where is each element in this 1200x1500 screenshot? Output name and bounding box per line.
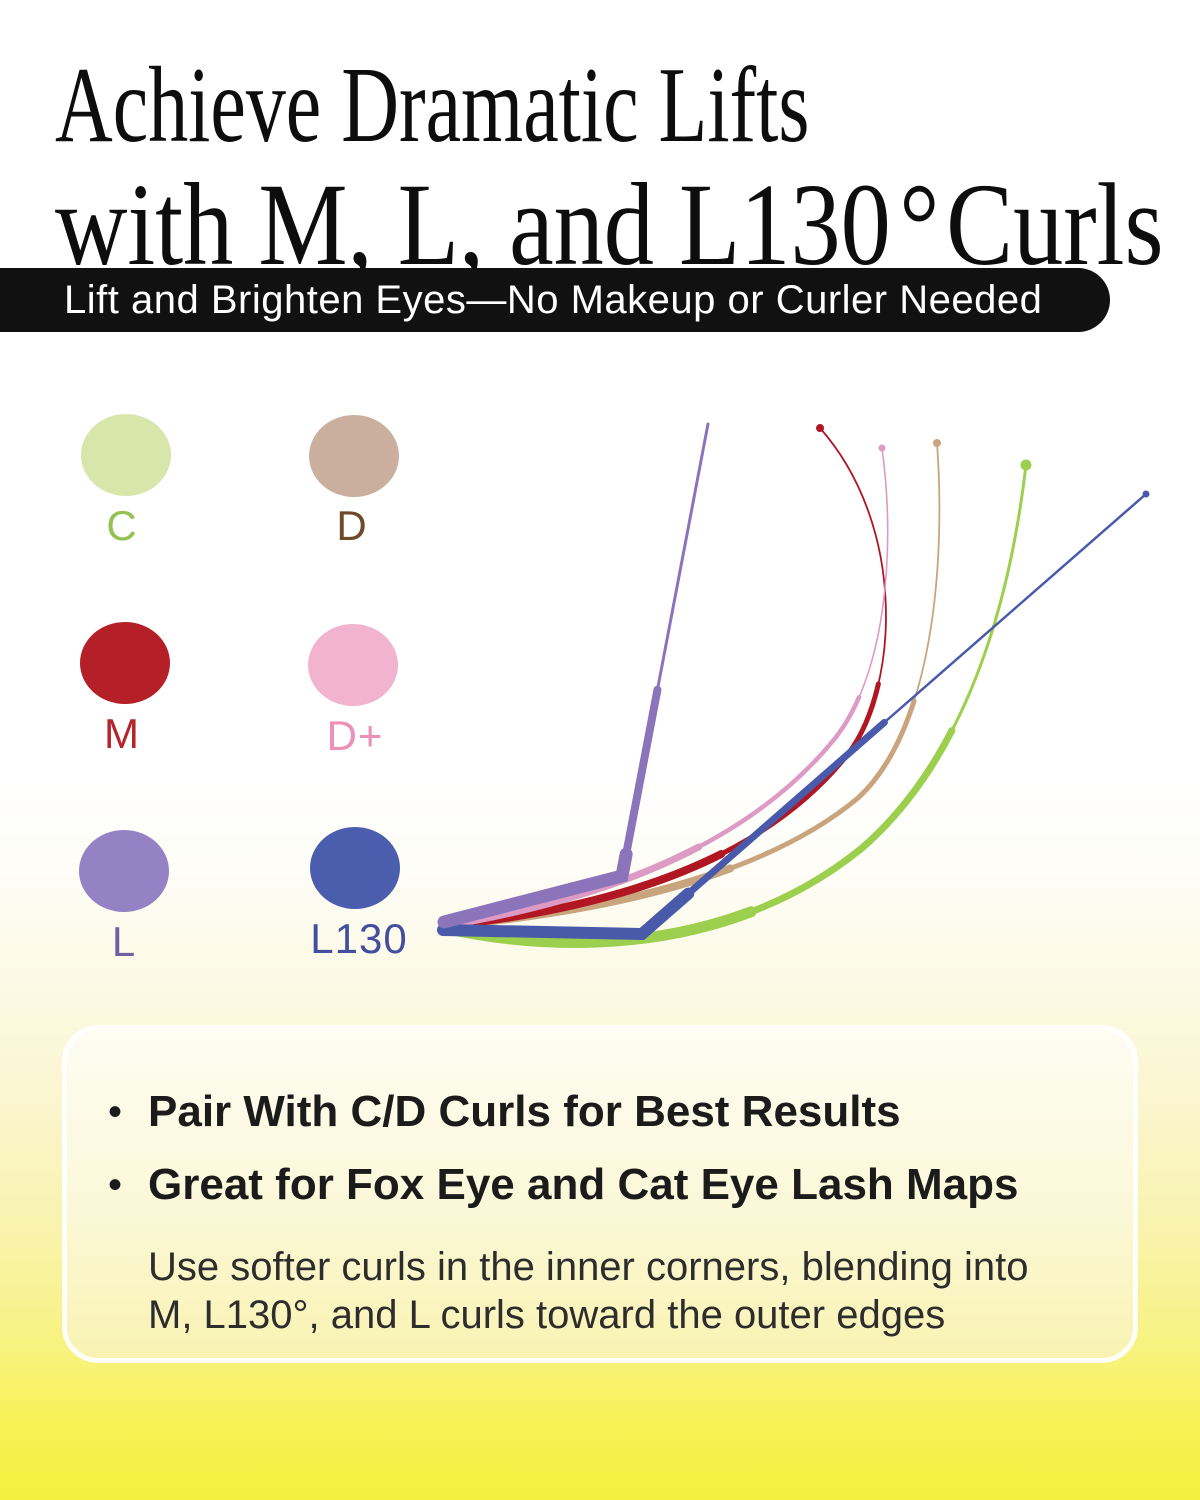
title-line-2-main: with M, L, and L130: [55, 159, 891, 290]
curve-c-curl: [438, 459, 1032, 948]
subtitle-banner-text: Lift and Brighten Eyes—No Makeup or Curl…: [64, 277, 1043, 322]
legend-label-d: D: [336, 502, 368, 549]
bullet-text-lash-maps: Great for Fox Eye and Cat Eye Lash Maps: [148, 1160, 1019, 1209]
legend-dot-d-plus: [308, 624, 398, 706]
curve-m-curl: [440, 424, 890, 930]
legend-label-d-plus: D+: [326, 712, 384, 759]
legend-dot-l130: [310, 827, 400, 909]
curve-d-curl: [440, 439, 944, 930]
degree-symbol: °: [899, 159, 940, 290]
title-line-2: with M, L, and L130°Curls: [55, 164, 1200, 286]
bullet-icon: •: [108, 1163, 123, 1207]
legend-dot-m: [80, 622, 170, 704]
curve-l130-curl: [437, 488, 1152, 941]
legend-label-m: M: [104, 710, 140, 757]
bullet-item: • Great for Fox Eye and Cat Eye Lash Map…: [108, 1159, 1093, 1211]
curve-d-plus-curl: [440, 444, 892, 930]
bullet-icon: •: [108, 1090, 123, 1134]
usage-note-line-1: Use softer curls in the inner corners, b…: [148, 1245, 1029, 1289]
legend-label-c: C: [106, 502, 138, 549]
bullet-text-pair-curls: Pair With C/D Curls for Best Results: [148, 1087, 901, 1136]
tips-card: • Pair With C/D Curls for Best Results •…: [62, 1025, 1138, 1363]
bullet-item: • Pair With C/D Curls for Best Results: [108, 1086, 1093, 1138]
legend-label-l130: L130: [310, 915, 408, 962]
legend-dot-c: [81, 414, 171, 496]
curve-l-curl: [437, 417, 715, 929]
usage-note-line-2: M, L130°, and L curls toward the outer e…: [148, 1293, 946, 1337]
usage-note: Use softer curls in the inner corners, b…: [148, 1243, 1093, 1339]
legend-dot-l: [79, 830, 169, 912]
legend-dot-d: [309, 415, 399, 497]
subtitle-banner: Lift and Brighten Eyes—No Makeup or Curl…: [0, 268, 1110, 332]
page-title: Achieve Dramatic Lifts with M, L, and L1…: [55, 50, 1200, 286]
title-line-1: Achieve Dramatic Lifts: [55, 46, 810, 165]
legend-label-l: L: [111, 918, 137, 965]
title-line-2-suffix: Curls: [946, 159, 1164, 290]
